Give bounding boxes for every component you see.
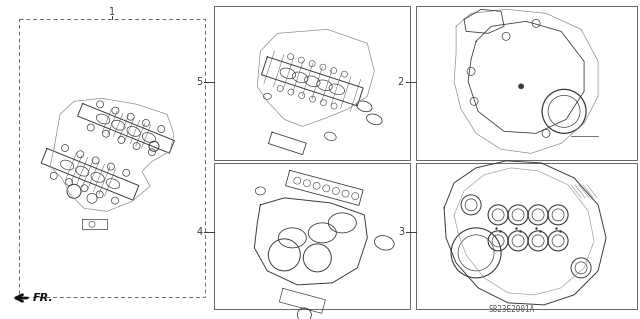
Bar xyxy=(19,19,205,297)
Text: 2: 2 xyxy=(397,77,404,87)
Text: 3: 3 xyxy=(398,227,404,237)
Text: 1: 1 xyxy=(109,7,115,17)
Bar xyxy=(214,163,410,309)
Text: FR.: FR. xyxy=(33,293,54,303)
Bar xyxy=(214,6,410,160)
Text: 4: 4 xyxy=(196,227,202,237)
Ellipse shape xyxy=(518,84,524,89)
Text: 5: 5 xyxy=(196,77,202,87)
Text: S823E2001A: S823E2001A xyxy=(489,305,535,314)
Bar xyxy=(416,163,637,309)
Bar xyxy=(416,6,637,160)
